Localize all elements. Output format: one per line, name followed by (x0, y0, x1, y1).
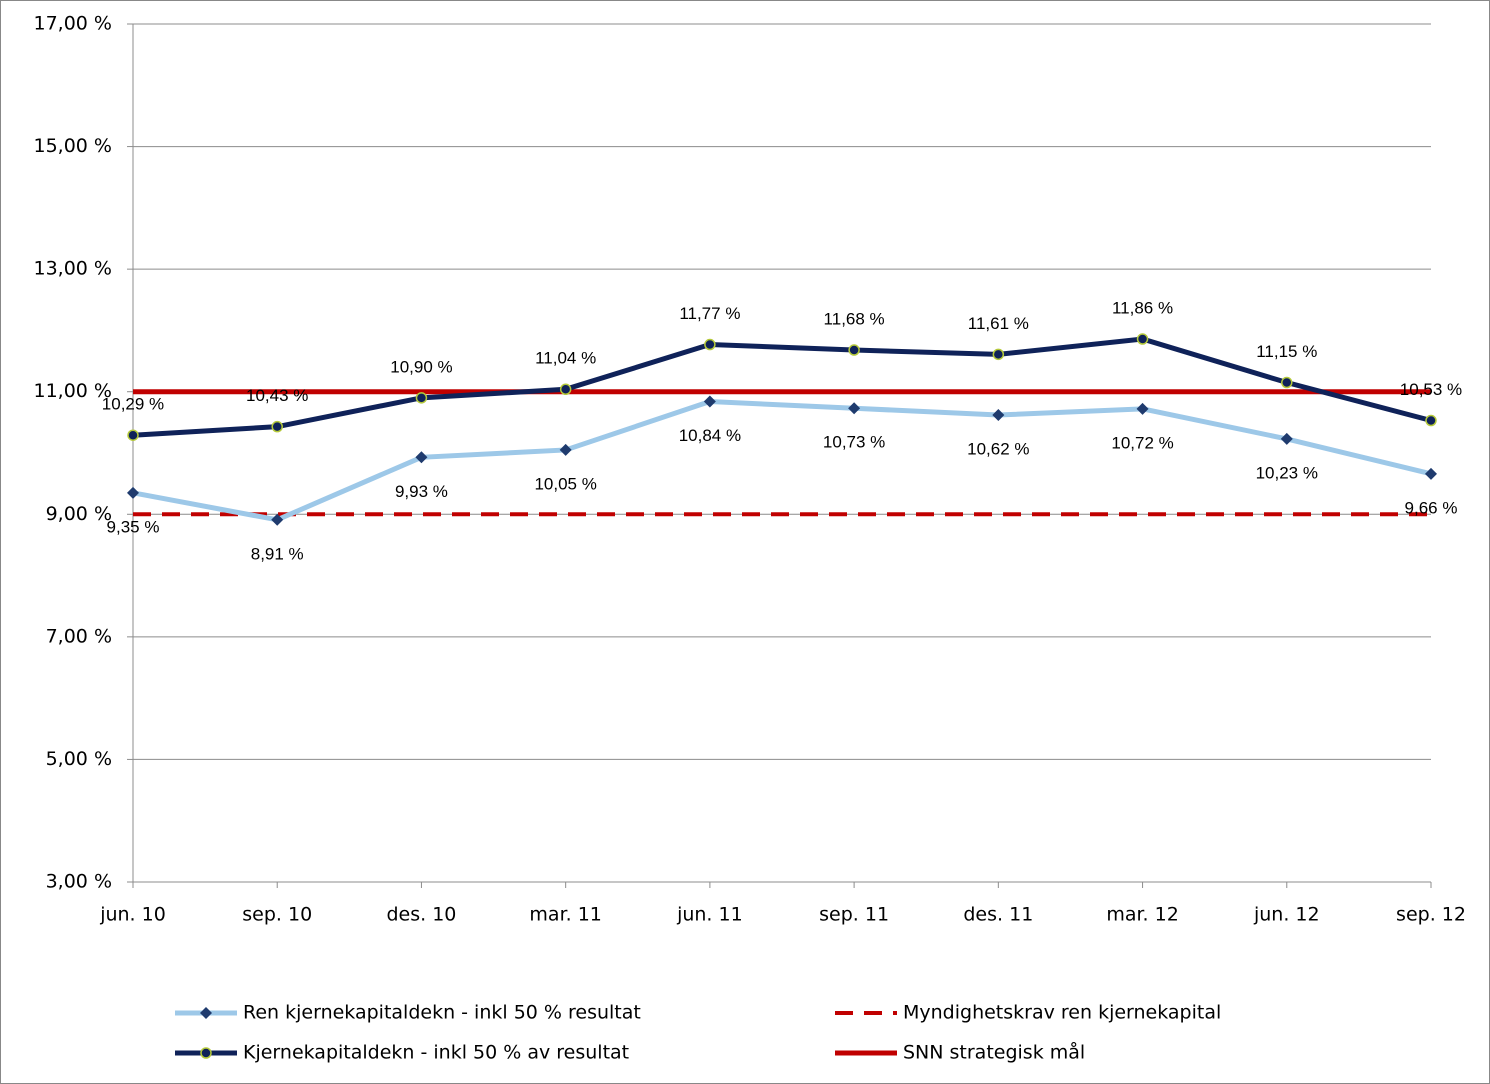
series-line (132, 336, 1432, 438)
marker (559, 443, 572, 456)
y-tick-label: 5,00 % (46, 748, 112, 770)
marker (127, 429, 139, 441)
data-label: 10,73 % (823, 433, 885, 452)
marker (271, 513, 284, 526)
legend-label: SNN strategisk mål (903, 1041, 1085, 1064)
data-label: 11,61 % (968, 314, 1029, 333)
x-tick-label: sep. 12 (1396, 904, 1466, 926)
x-tick-label: jun. 12 (1253, 904, 1320, 926)
marker (703, 395, 716, 408)
y-tick-label: 11,00 % (34, 380, 113, 402)
data-label: 10,29 % (102, 395, 164, 414)
marker (992, 348, 1005, 361)
y-tick-label: 3,00 % (46, 871, 112, 893)
marker (1425, 414, 1437, 427)
marker (1136, 402, 1149, 415)
marker (559, 383, 572, 396)
data-label: 8,91 % (251, 544, 304, 563)
y-tick-label: 9,00 % (46, 503, 112, 525)
x-tick-label: jun. 11 (676, 904, 743, 926)
marker (992, 409, 1005, 422)
data-label: 11,04 % (535, 349, 596, 368)
y-tick-label: 17,00 % (34, 13, 113, 35)
data-label: 10,90 % (390, 357, 452, 376)
marker (848, 402, 861, 415)
x-tick-label: des. 10 (386, 904, 456, 926)
data-label: 11,15 % (1256, 342, 1317, 361)
marker (704, 338, 716, 351)
data-label: 10,53 % (1400, 380, 1462, 399)
x-tick-label: sep. 10 (242, 904, 312, 926)
data-label: 11,86 % (1112, 298, 1173, 317)
marker (415, 451, 428, 464)
y-tick-label: 15,00 % (34, 135, 113, 157)
legend-label: Ren kjernekapitaldekn - inkl 50 % result… (243, 1002, 641, 1024)
marker (1281, 376, 1293, 389)
data-label: 9,93 % (395, 482, 448, 501)
data-label: 10,43 % (246, 386, 308, 405)
legend-marker (200, 1007, 212, 1019)
data-label: 11,68 % (824, 310, 885, 329)
marker (127, 486, 139, 499)
data-label: 10,84 % (679, 426, 741, 445)
x-tick-label: jun. 10 (99, 904, 166, 926)
marker (1280, 432, 1293, 445)
marker (1136, 333, 1149, 345)
data-label: 10,62 % (967, 439, 1029, 458)
legend-label: Kjernekapitaldekn - inkl 50 % av resulta… (243, 1042, 629, 1064)
legend-marker (200, 1047, 212, 1059)
data-label: 10,72 % (1111, 433, 1173, 452)
data-label: 9,35 % (107, 517, 160, 536)
x-tick-label: des. 11 (963, 904, 1033, 926)
marker (271, 420, 283, 433)
data-label: 11,77 % (679, 304, 740, 323)
data-label: 10,23 % (1256, 463, 1318, 482)
x-tick-label: mar. 11 (529, 904, 601, 926)
x-tick-label: sep. 11 (819, 904, 889, 926)
series-line (132, 399, 1432, 523)
y-tick-label: 7,00 % (46, 625, 112, 647)
y-tick-label: 13,00 % (34, 258, 113, 280)
marker (1425, 467, 1437, 480)
data-label: 9,66 % (1405, 498, 1458, 517)
legend-label: Myndighetskrav ren kjernekapital (903, 1002, 1221, 1024)
marker (415, 392, 428, 404)
data-label: 10,05 % (534, 474, 596, 493)
x-tick-label: mar. 12 (1106, 904, 1178, 926)
marker (848, 344, 860, 356)
